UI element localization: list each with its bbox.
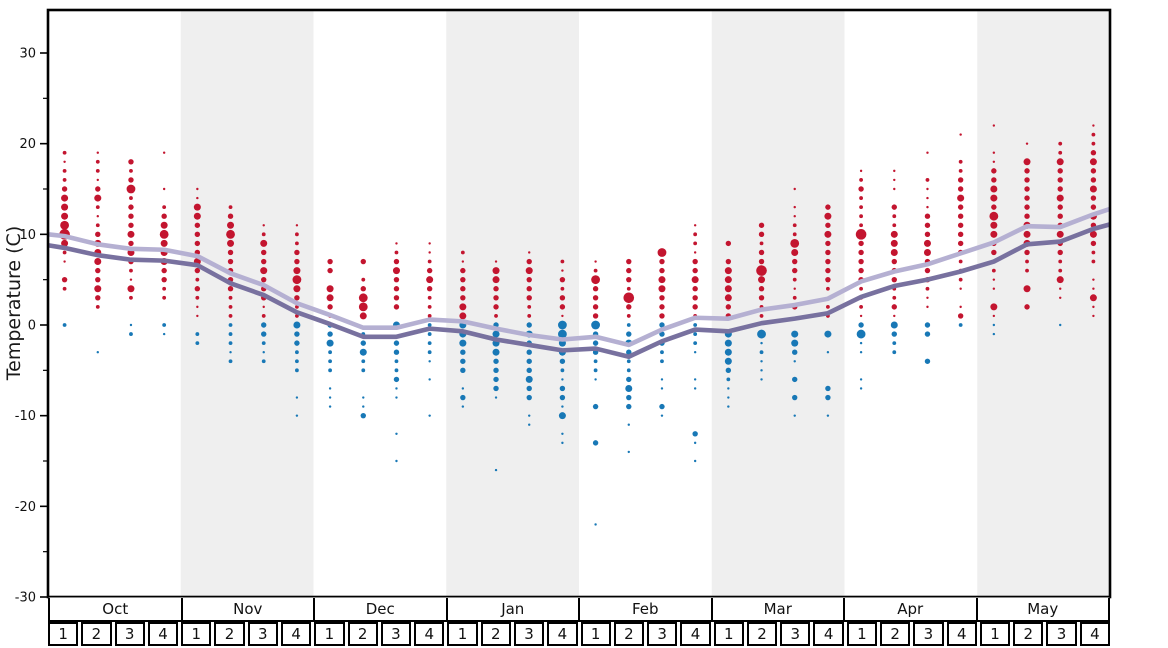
week-2-of-mar: 2	[746, 622, 778, 646]
week-3-of-mar: 3	[780, 622, 811, 646]
month-label-feb: Feb	[578, 598, 711, 620]
week-2-of-feb: 2	[613, 622, 645, 646]
week-4-of-mar: 4	[813, 622, 844, 646]
y-tick-label: 30	[19, 47, 36, 62]
month-label-oct: Oct	[50, 598, 181, 620]
average-maximum-line	[47, 206, 1111, 348]
y-tick-label: 0	[28, 319, 36, 334]
week-1-of-dec: 1	[314, 622, 345, 646]
week-2-of-may: 2	[1013, 622, 1044, 646]
week-3-of-nov: 3	[247, 622, 278, 646]
week-1-of-feb: 1	[580, 622, 611, 646]
average-minimum-line	[47, 222, 1111, 360]
week-3-of-oct: 3	[114, 622, 145, 646]
week-2-of-dec: 2	[347, 622, 378, 646]
week-2-of-apr: 2	[880, 622, 911, 646]
week-3-of-feb: 3	[647, 622, 678, 646]
month-label-mar: Mar	[710, 598, 843, 620]
week-3-of-dec: 3	[380, 622, 412, 646]
week-4-of-dec: 4	[414, 622, 445, 646]
month-label-nov: Nov	[180, 598, 313, 620]
week-1-of-jan: 1	[447, 622, 478, 646]
week-2-of-jan: 2	[480, 622, 511, 646]
y-axis-label: Temperature (C)	[3, 225, 25, 381]
week-4-of-feb: 4	[680, 622, 711, 646]
week-4-of-nov: 4	[280, 622, 312, 646]
y-tick-label: -10	[15, 409, 36, 424]
month-axis-row: Oct Nov Dec Jan Feb Mar Apr May	[48, 597, 1110, 622]
month-label-may: May	[975, 598, 1108, 620]
week-1-of-oct: 1	[48, 622, 79, 646]
month-bands	[180, 10, 1110, 597]
week-1-of-nov: 1	[181, 622, 212, 646]
week-1-of-apr: 1	[846, 622, 878, 646]
y-tick-label: 20	[19, 137, 36, 152]
month-label-jan: Jan	[445, 598, 578, 620]
week-1-of-may: 1	[979, 622, 1011, 646]
above-freezing-dots	[59, 124, 1097, 320]
week-4-of-oct: 4	[147, 622, 179, 646]
week-3-of-jan: 3	[513, 622, 545, 646]
week-4-of-apr: 4	[946, 622, 977, 646]
month-label-apr: Apr	[843, 598, 976, 620]
y-axis-ticks: 30 20 10 0 -10 -20 -30	[15, 47, 48, 606]
week-3-of-may: 3	[1046, 622, 1077, 646]
y-tick-label: -30	[15, 591, 36, 606]
week-4-of-jan: 4	[547, 622, 578, 646]
month-label-dec: Dec	[313, 598, 446, 620]
y-tick-label: -20	[15, 500, 36, 515]
week-2-of-nov: 2	[214, 622, 245, 646]
week-2-of-oct: 2	[81, 622, 112, 646]
below-freezing-dots	[62, 320, 1062, 526]
week-3-of-apr: 3	[913, 622, 944, 646]
week-4-of-may: 4	[1079, 622, 1110, 646]
y-tick-label: 10	[19, 228, 36, 243]
week-1-of-mar: 1	[713, 622, 744, 646]
